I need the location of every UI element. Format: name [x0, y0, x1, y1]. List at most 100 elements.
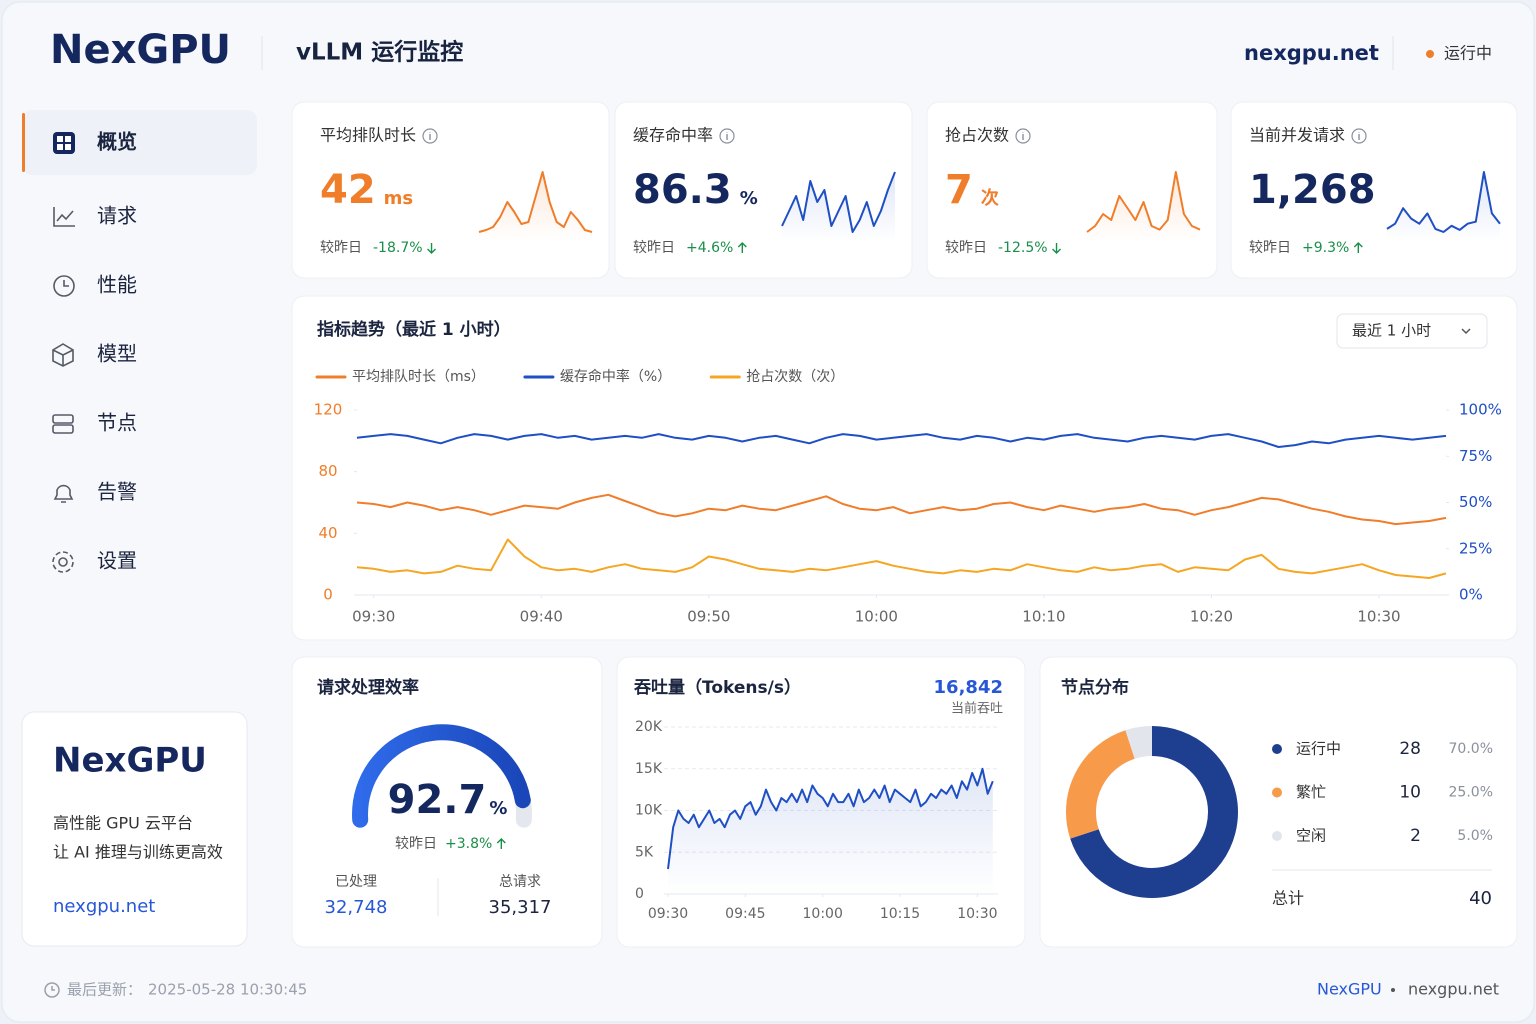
- legend-label: 空闲: [1296, 827, 1326, 845]
- chart-title: 吞吐量（Tokens/s）: [634, 677, 801, 698]
- y-tick-label: 0: [323, 586, 333, 604]
- brand: NexGPU: [50, 27, 231, 73]
- y-tick-label: 0: [635, 886, 644, 902]
- info-icon: [1351, 128, 1367, 144]
- kpi-label: 缓存命中率: [633, 126, 713, 145]
- legend-dot: [1272, 787, 1282, 798]
- kpi-unit: 次: [981, 187, 999, 209]
- kpi-compare: 较昨日: [320, 240, 362, 256]
- nav-item: 节点: [97, 411, 137, 435]
- icon: [53, 484, 74, 503]
- promo-brand: NexGPU: [53, 741, 207, 781]
- stat-label: 已处理: [335, 874, 377, 890]
- promo-card: [21, 711, 248, 947]
- updated-time: 2025-05-28 10:30:45: [148, 981, 307, 999]
- sparkline: [1386, 171, 1501, 233]
- legend-share: 5.0%: [1457, 828, 1493, 844]
- legend-count: 10: [1399, 783, 1421, 803]
- kpi-compare: 较昨日: [945, 240, 987, 256]
- gauge-change: +3.8%: [445, 836, 492, 852]
- legend-share: 70.0%: [1449, 741, 1493, 757]
- total-value: 40: [1469, 888, 1492, 909]
- info-icon: [422, 128, 438, 144]
- kpi-value: 86.3: [633, 167, 732, 213]
- nav-item: 告警: [97, 480, 137, 504]
- kpi-unit: ms: [384, 188, 413, 209]
- y-tick-label: 120: [314, 401, 343, 419]
- icon: [65, 136, 71, 142]
- y2-tick-label: 100%: [1459, 401, 1502, 419]
- arrow-up: [496, 838, 506, 849]
- series-line: [667, 767, 994, 870]
- sparkline-area: [479, 172, 592, 242]
- sparkline: [1086, 171, 1201, 233]
- y2-tick-label: 75%: [1459, 447, 1492, 465]
- icon: [52, 551, 74, 573]
- x-tick-label: 10:30: [1357, 608, 1400, 626]
- total-label: 总计: [1272, 889, 1304, 908]
- sparkline: [781, 171, 896, 233]
- x-tick-label: 10:10: [1022, 608, 1065, 626]
- x-tick-label: 10:15: [880, 906, 920, 922]
- kpi-label: 平均排队时长: [320, 126, 416, 145]
- legend-label: 平均排队时长（ms）: [352, 369, 485, 385]
- legend-count: 28: [1399, 739, 1421, 759]
- kpi-change: +4.6%: [686, 240, 733, 256]
- kpi-value: 42: [320, 167, 376, 213]
- promo-link: nexgpu.net: [53, 896, 155, 917]
- x-tick-label: 10:20: [1190, 608, 1233, 626]
- donut-segment: [1066, 730, 1136, 839]
- kpi-change: -12.5%: [998, 240, 1048, 256]
- y-tick-label: 40: [318, 524, 337, 542]
- y-tick-label: 20K: [635, 719, 663, 735]
- nav-item: 概览: [97, 130, 137, 154]
- legend-label: 缓存命中率（%）: [560, 368, 671, 385]
- clock-hand: [51, 986, 55, 991]
- kpi-change: +9.3%: [1302, 240, 1349, 256]
- gauge-arc: [352, 724, 531, 828]
- sparkline-area: [1387, 172, 1500, 242]
- nav-item: 模型: [97, 342, 137, 366]
- series-line: [356, 493, 1447, 526]
- series-line: [356, 433, 1447, 448]
- chevron: [1461, 328, 1471, 335]
- x-tick-label: 09:45: [725, 906, 765, 922]
- kpi-compare: 较昨日: [633, 240, 675, 256]
- legend-label: 抢占次数（次）: [746, 368, 844, 385]
- y-tick-label: 80: [318, 462, 337, 480]
- promo-line: 高性能 GPU 云平台: [53, 814, 193, 833]
- series-line: [356, 538, 1447, 579]
- arrow-up: [1353, 242, 1363, 253]
- icon: [52, 424, 74, 434]
- range-dropdown[interactable]: [1336, 313, 1488, 349]
- info-icon: [719, 128, 735, 144]
- sparkline-area: [782, 172, 895, 242]
- clock-icon: [44, 982, 60, 998]
- kpi-compare: 较昨日: [1249, 240, 1291, 256]
- updated-label: 最后更新：: [67, 981, 142, 999]
- legend-label: 运行中: [1296, 740, 1341, 758]
- arrow-down: [427, 243, 437, 254]
- x-tick-label: 09:40: [520, 608, 563, 626]
- nav-active-bg: [22, 110, 257, 175]
- gauge-compare: 较昨日: [395, 836, 437, 852]
- kpi-value: 1,268: [1249, 167, 1376, 213]
- kpi-unit: %: [740, 188, 758, 209]
- icon: [53, 207, 75, 227]
- legend-label: 繁忙: [1296, 783, 1326, 801]
- legend-count: 2: [1410, 826, 1421, 846]
- y2-tick-label: 50%: [1459, 493, 1492, 511]
- arrow-down: [1052, 243, 1062, 254]
- promo-line: 让 AI 推理与训练更高效: [53, 843, 223, 862]
- y-tick-label: 15K: [635, 761, 663, 777]
- chart-title: 节点分布: [1061, 677, 1129, 698]
- icon: [53, 132, 75, 154]
- icon: [57, 144, 63, 150]
- status: 运行中: [1444, 44, 1492, 63]
- kpi-label: 抢占次数: [945, 126, 1009, 145]
- x-tick-label: 10:30: [957, 906, 997, 922]
- kpi-value: 7: [945, 167, 973, 213]
- current-label: 当前吞吐: [951, 701, 1003, 717]
